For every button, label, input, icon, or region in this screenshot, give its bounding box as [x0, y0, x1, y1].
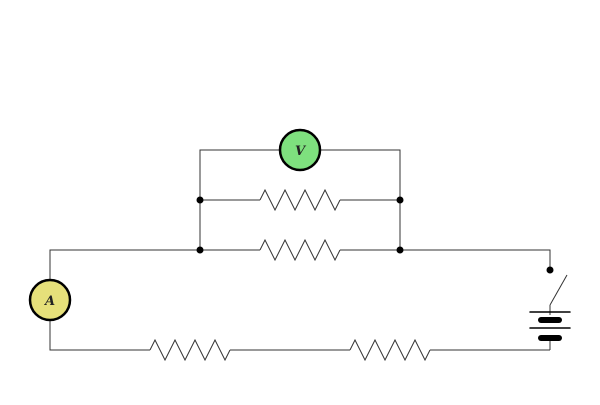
resistor-lower-parallel [259, 238, 341, 262]
ammeter-label: A [43, 294, 55, 309]
bottom-left-wire [49, 320, 150, 351]
lower-parallel-branch [49, 238, 551, 280]
resistor-bottom-right [349, 338, 431, 362]
node-lower-right [396, 246, 404, 254]
voltmeter-right-wire [320, 149, 401, 200]
ammeter-circle [28, 278, 72, 322]
resistor-bottom-left [149, 338, 231, 362]
battery [529, 311, 571, 350]
ammeter: A [28, 278, 72, 322]
node-lower-left [196, 246, 204, 254]
main-top-right-wire [340, 249, 551, 270]
main-top-left-wire [49, 249, 260, 280]
node-upper-left [196, 196, 204, 204]
switch [546, 266, 568, 315]
upper-parallel-branch [200, 188, 400, 212]
voltmeter: V [278, 128, 322, 172]
voltmeter-branch-wires [199, 149, 401, 200]
voltmeter-label: V [295, 144, 307, 159]
switch-contact-dot [546, 266, 554, 274]
junction-nodes [196, 196, 404, 254]
resistor-upper-parallel [259, 188, 341, 212]
node-upper-right [396, 196, 404, 204]
voltmeter-left-wire [199, 149, 280, 200]
voltmeter-circle [278, 128, 322, 172]
bottom-series-branch [49, 320, 550, 362]
switch-lever [549, 274, 568, 306]
